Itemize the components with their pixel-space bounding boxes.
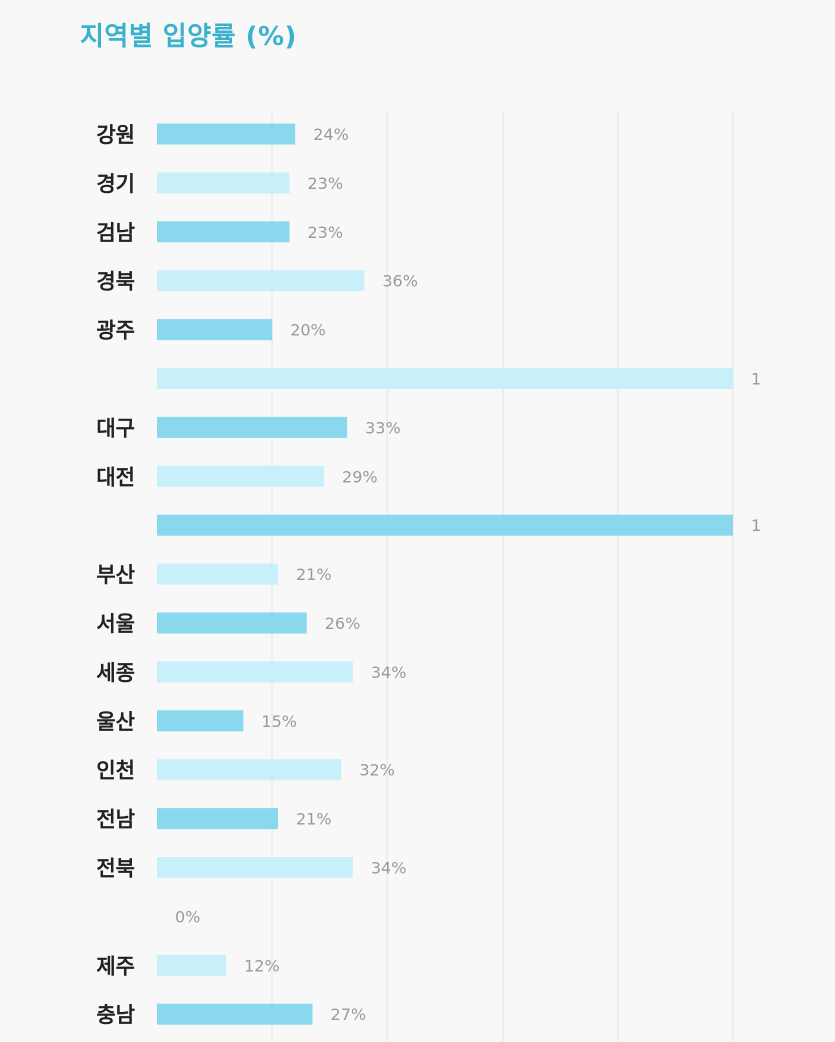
value-label: 24% [313,125,349,144]
category-label: 부산 [96,563,135,587]
bar [157,661,353,683]
bar [157,319,273,341]
bar [157,465,325,487]
category-label: 경기 [96,172,135,196]
bar [157,514,733,536]
bar [157,221,290,243]
category-label: 제주 [96,954,135,978]
value-label: 36% [382,272,418,291]
category-label: 강원 [96,123,135,147]
bar [157,759,342,781]
bar [157,368,733,389]
category-label: 충남 [96,1003,135,1027]
category-label: 세종 [96,661,135,685]
value-label: 1 [751,370,761,389]
value-label: 23% [307,174,343,193]
bar [157,710,244,732]
value-label: 23% [307,223,343,242]
value-label: 0% [175,907,200,926]
category-label: 대전 [96,465,135,489]
value-label: 29% [342,467,378,486]
value-label: 21% [296,565,332,584]
value-label: 27% [331,1005,367,1024]
category-label: 전북 [96,857,135,881]
value-label: 34% [371,859,407,878]
chart-title: 지역별 입양률 (%) [80,22,297,52]
value-label: 20% [290,321,326,340]
value-label: 12% [244,956,280,975]
bar [157,612,307,634]
bar [157,123,296,145]
value-label: 15% [261,712,297,731]
value-label: 26% [325,614,361,633]
value-label: 32% [359,761,395,780]
value-label: 33% [365,418,401,437]
bar [157,416,348,438]
value-label: 1 [751,516,761,535]
category-label: 광주 [96,319,135,343]
value-label: 34% [371,663,407,682]
category-label: 인천 [96,759,135,783]
category-label: 경북 [96,270,135,294]
bar [157,270,365,292]
category-label: 검남 [96,221,135,245]
bar [157,954,227,976]
category-label: 서울 [96,612,135,636]
bar [157,857,353,878]
value-label: 21% [296,810,332,829]
bar [157,808,278,830]
category-label: 울산 [96,710,135,734]
bar [157,563,278,585]
category-label: 대구 [96,416,135,440]
category-label: 전남 [96,808,135,832]
bar [157,172,290,194]
bar [157,1003,313,1025]
